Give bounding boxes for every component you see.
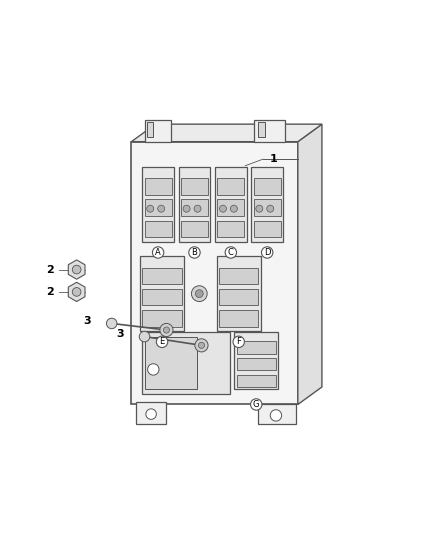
Polygon shape bbox=[131, 124, 322, 142]
Polygon shape bbox=[298, 124, 322, 405]
Circle shape bbox=[233, 336, 244, 348]
FancyBboxPatch shape bbox=[140, 256, 184, 331]
Circle shape bbox=[225, 247, 237, 258]
Circle shape bbox=[160, 324, 173, 336]
Circle shape bbox=[195, 290, 203, 297]
FancyBboxPatch shape bbox=[254, 221, 281, 237]
Text: D: D bbox=[264, 248, 270, 257]
Text: 2: 2 bbox=[46, 287, 54, 297]
FancyBboxPatch shape bbox=[219, 268, 258, 285]
Circle shape bbox=[261, 247, 273, 258]
Polygon shape bbox=[68, 282, 85, 302]
FancyBboxPatch shape bbox=[234, 332, 278, 389]
FancyBboxPatch shape bbox=[145, 336, 197, 389]
Circle shape bbox=[189, 247, 200, 258]
FancyBboxPatch shape bbox=[181, 221, 208, 237]
Circle shape bbox=[148, 364, 159, 375]
Text: B: B bbox=[191, 248, 198, 257]
Text: 3: 3 bbox=[84, 316, 92, 326]
Polygon shape bbox=[68, 260, 85, 279]
FancyBboxPatch shape bbox=[219, 310, 258, 327]
FancyBboxPatch shape bbox=[254, 120, 285, 142]
FancyBboxPatch shape bbox=[219, 289, 258, 305]
FancyBboxPatch shape bbox=[142, 289, 182, 305]
FancyBboxPatch shape bbox=[142, 167, 174, 241]
FancyBboxPatch shape bbox=[237, 342, 276, 354]
Circle shape bbox=[158, 205, 165, 212]
Circle shape bbox=[139, 332, 150, 342]
Circle shape bbox=[163, 327, 170, 333]
Circle shape bbox=[146, 409, 156, 419]
Text: C: C bbox=[228, 248, 234, 257]
Text: E: E bbox=[159, 337, 165, 346]
Circle shape bbox=[267, 205, 274, 212]
Text: F: F bbox=[236, 337, 241, 346]
FancyBboxPatch shape bbox=[145, 221, 172, 237]
FancyBboxPatch shape bbox=[142, 268, 182, 285]
Circle shape bbox=[147, 205, 154, 212]
Text: A: A bbox=[155, 248, 161, 257]
Circle shape bbox=[106, 318, 117, 329]
Circle shape bbox=[219, 205, 226, 212]
FancyBboxPatch shape bbox=[217, 179, 244, 195]
Circle shape bbox=[198, 342, 205, 349]
Circle shape bbox=[72, 288, 81, 296]
FancyBboxPatch shape bbox=[254, 199, 281, 216]
FancyBboxPatch shape bbox=[217, 256, 261, 331]
FancyBboxPatch shape bbox=[237, 358, 276, 370]
FancyBboxPatch shape bbox=[131, 142, 298, 405]
Text: 1: 1 bbox=[270, 154, 278, 164]
FancyBboxPatch shape bbox=[215, 167, 247, 241]
FancyBboxPatch shape bbox=[258, 122, 265, 138]
FancyBboxPatch shape bbox=[181, 199, 208, 216]
FancyBboxPatch shape bbox=[145, 179, 172, 195]
FancyBboxPatch shape bbox=[237, 375, 276, 387]
Text: 2: 2 bbox=[46, 264, 54, 274]
FancyBboxPatch shape bbox=[147, 122, 153, 138]
Circle shape bbox=[152, 247, 164, 258]
FancyBboxPatch shape bbox=[145, 120, 171, 142]
Circle shape bbox=[194, 205, 201, 212]
Circle shape bbox=[230, 205, 237, 212]
FancyBboxPatch shape bbox=[145, 199, 172, 216]
Circle shape bbox=[72, 265, 81, 274]
FancyBboxPatch shape bbox=[136, 402, 166, 424]
Text: 3: 3 bbox=[117, 329, 124, 340]
FancyBboxPatch shape bbox=[142, 310, 182, 327]
FancyBboxPatch shape bbox=[181, 179, 208, 195]
FancyBboxPatch shape bbox=[258, 405, 296, 424]
Circle shape bbox=[256, 205, 263, 212]
Circle shape bbox=[270, 410, 282, 421]
Circle shape bbox=[251, 399, 262, 410]
Circle shape bbox=[195, 339, 208, 352]
FancyBboxPatch shape bbox=[217, 221, 244, 237]
Text: G: G bbox=[253, 400, 259, 409]
Circle shape bbox=[191, 286, 207, 302]
FancyBboxPatch shape bbox=[179, 167, 210, 241]
FancyBboxPatch shape bbox=[217, 199, 244, 216]
Circle shape bbox=[156, 336, 168, 348]
FancyBboxPatch shape bbox=[254, 179, 281, 195]
Circle shape bbox=[183, 205, 190, 212]
FancyBboxPatch shape bbox=[142, 332, 230, 393]
FancyBboxPatch shape bbox=[251, 167, 283, 241]
